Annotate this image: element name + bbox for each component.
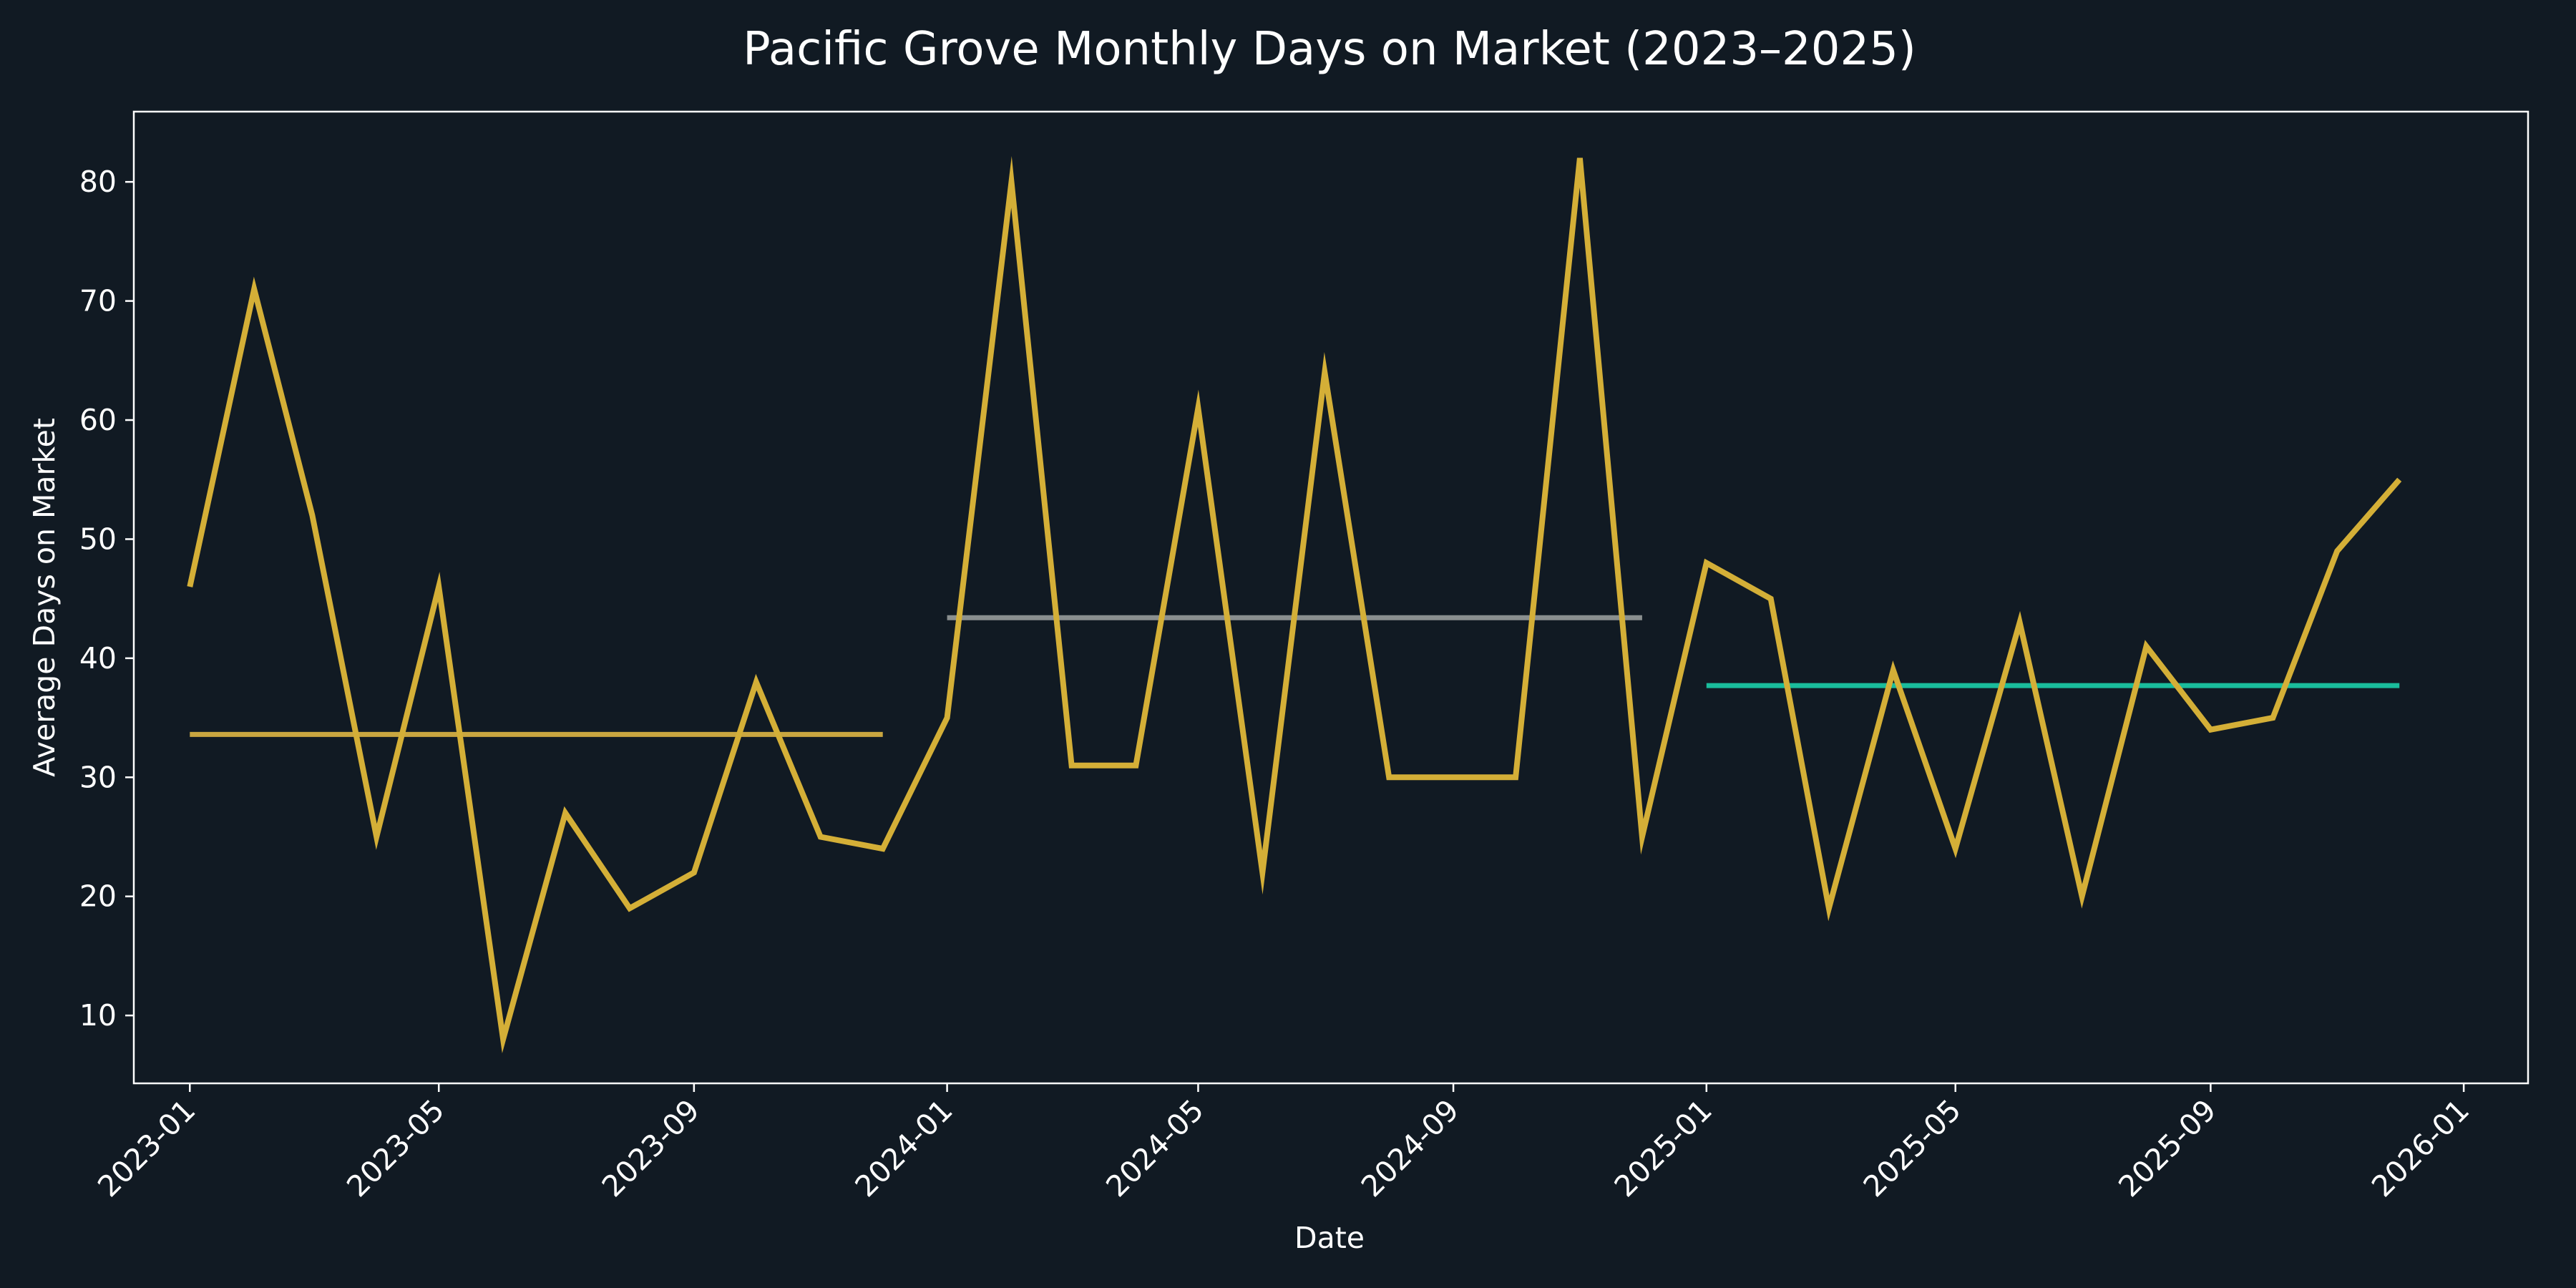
series-line: [187, 156, 2402, 1054]
y-tick-label: 50: [79, 522, 117, 556]
y-tick-label: 70: [79, 284, 117, 318]
chart-title: Pacific Grove Monthly Days on Market (20…: [743, 23, 1916, 76]
series-group: [187, 156, 2402, 1054]
y-tick-label: 60: [79, 403, 117, 437]
y-tick-label: 10: [79, 998, 117, 1033]
x-axis-label: Date: [1294, 1221, 1365, 1255]
y-axis-label: Average Days on Market: [27, 418, 62, 777]
y-tick-label: 20: [79, 879, 117, 914]
plot-area: [132, 110, 2529, 1085]
y-axis: 10 20 30 40 50 60 70 80: [79, 165, 134, 1033]
y-tick-label: 80: [79, 165, 117, 199]
y-tick-label: 40: [79, 641, 117, 675]
y-tick-label: 30: [79, 760, 117, 794]
